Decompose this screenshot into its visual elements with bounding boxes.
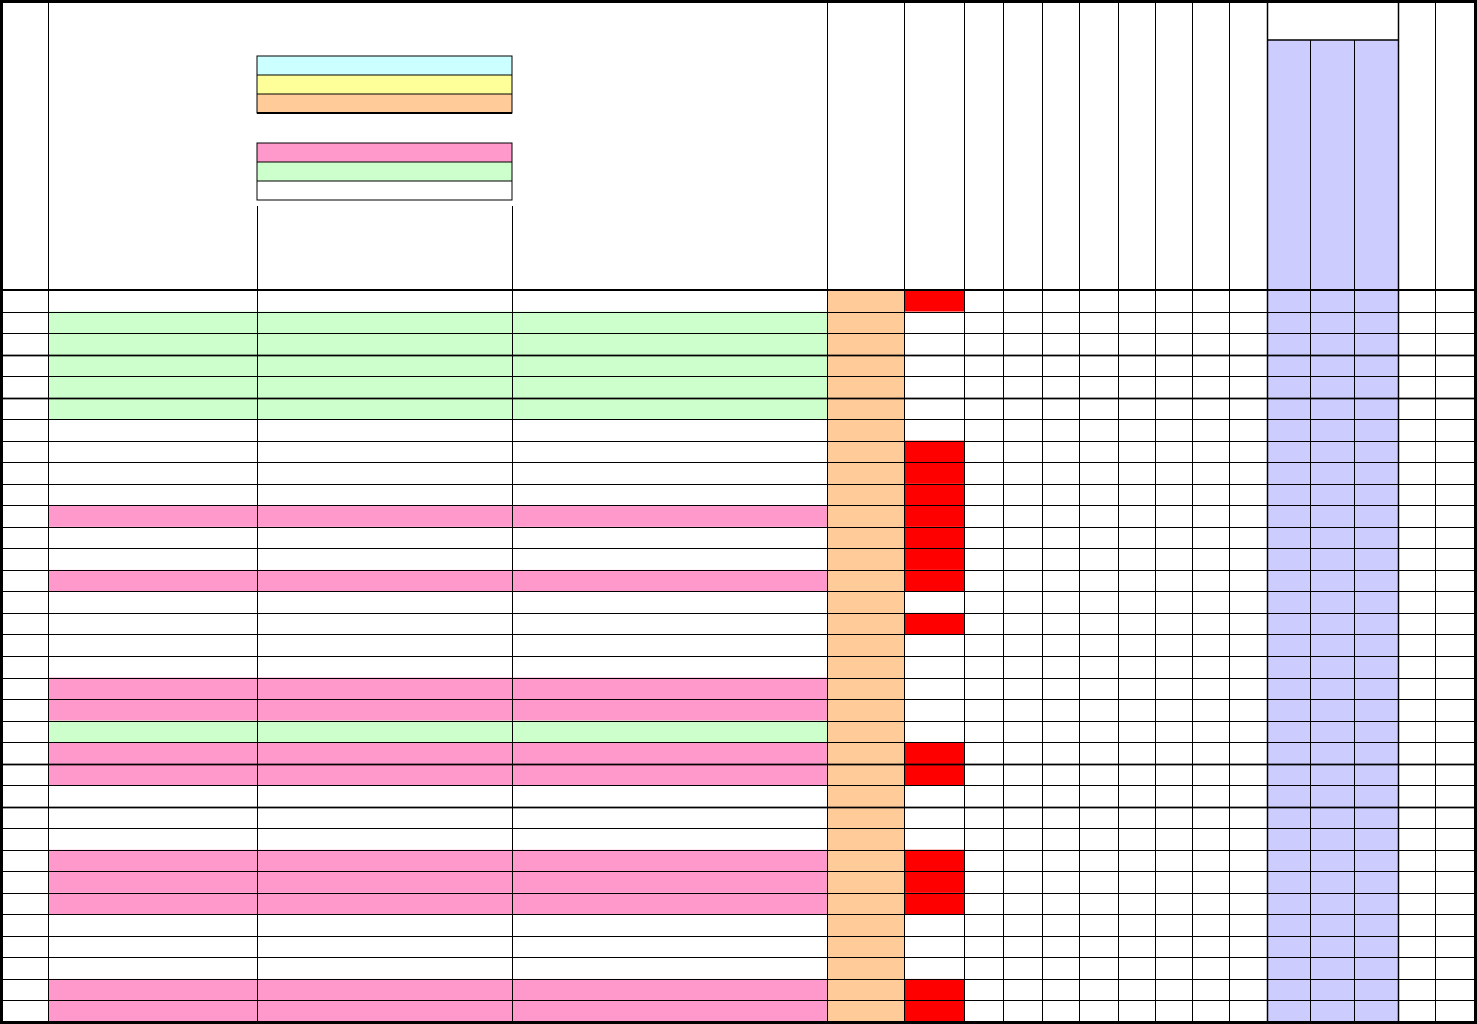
color-legend [256, 55, 513, 290]
row-19-pink-fill [48, 677, 827, 700]
row-23-status-cell [904, 763, 964, 786]
row-27-pink-fill [48, 849, 827, 872]
row-34-status-cell [904, 1000, 964, 1022]
row-29-status-cell [904, 892, 964, 915]
row-6-green-fill [48, 397, 827, 420]
cell-fills [48, 40, 1398, 1022]
row-22-status-cell [904, 742, 964, 764]
lavender-group-fill [1267, 40, 1398, 1022]
row-3-green-fill [48, 333, 827, 355]
row-2-green-fill [48, 311, 827, 334]
row-9-status-cell [904, 462, 964, 484]
legend-pink-swatch [256, 142, 513, 163]
legend-orange-swatch [256, 93, 513, 114]
row-4-green-fill [48, 354, 827, 377]
row-29-pink-fill [48, 892, 827, 915]
row-8-status-cell [904, 440, 964, 463]
row-12-status-cell [904, 526, 964, 549]
legend-green-swatch [256, 161, 513, 182]
row-33-pink-fill [48, 978, 827, 1001]
row-5-green-fill [48, 376, 827, 398]
row-33-status-cell [904, 978, 964, 1001]
row-28-pink-fill [48, 871, 827, 893]
row-13-status-cell [904, 548, 964, 570]
row-11-pink-fill [48, 505, 827, 527]
row-22-pink-fill [48, 742, 827, 764]
row-23-pink-fill [48, 763, 827, 786]
row-10-status-cell [904, 483, 964, 506]
row-28-status-cell [904, 871, 964, 893]
legend-cyan-swatch [256, 55, 513, 76]
row-34-pink-fill [48, 1000, 827, 1022]
row-27-status-cell [904, 849, 964, 872]
legend-white-swatch [256, 180, 513, 201]
row-11-status-cell [904, 505, 964, 527]
row-14-status-cell [904, 569, 964, 592]
row-14-pink-fill [48, 569, 827, 592]
row-1-status-cell [904, 290, 964, 312]
row-16-status-cell [904, 612, 964, 635]
row-20-pink-fill [48, 699, 827, 721]
row-21-green-fill [48, 720, 827, 743]
legend-yellow-swatch [256, 74, 513, 95]
